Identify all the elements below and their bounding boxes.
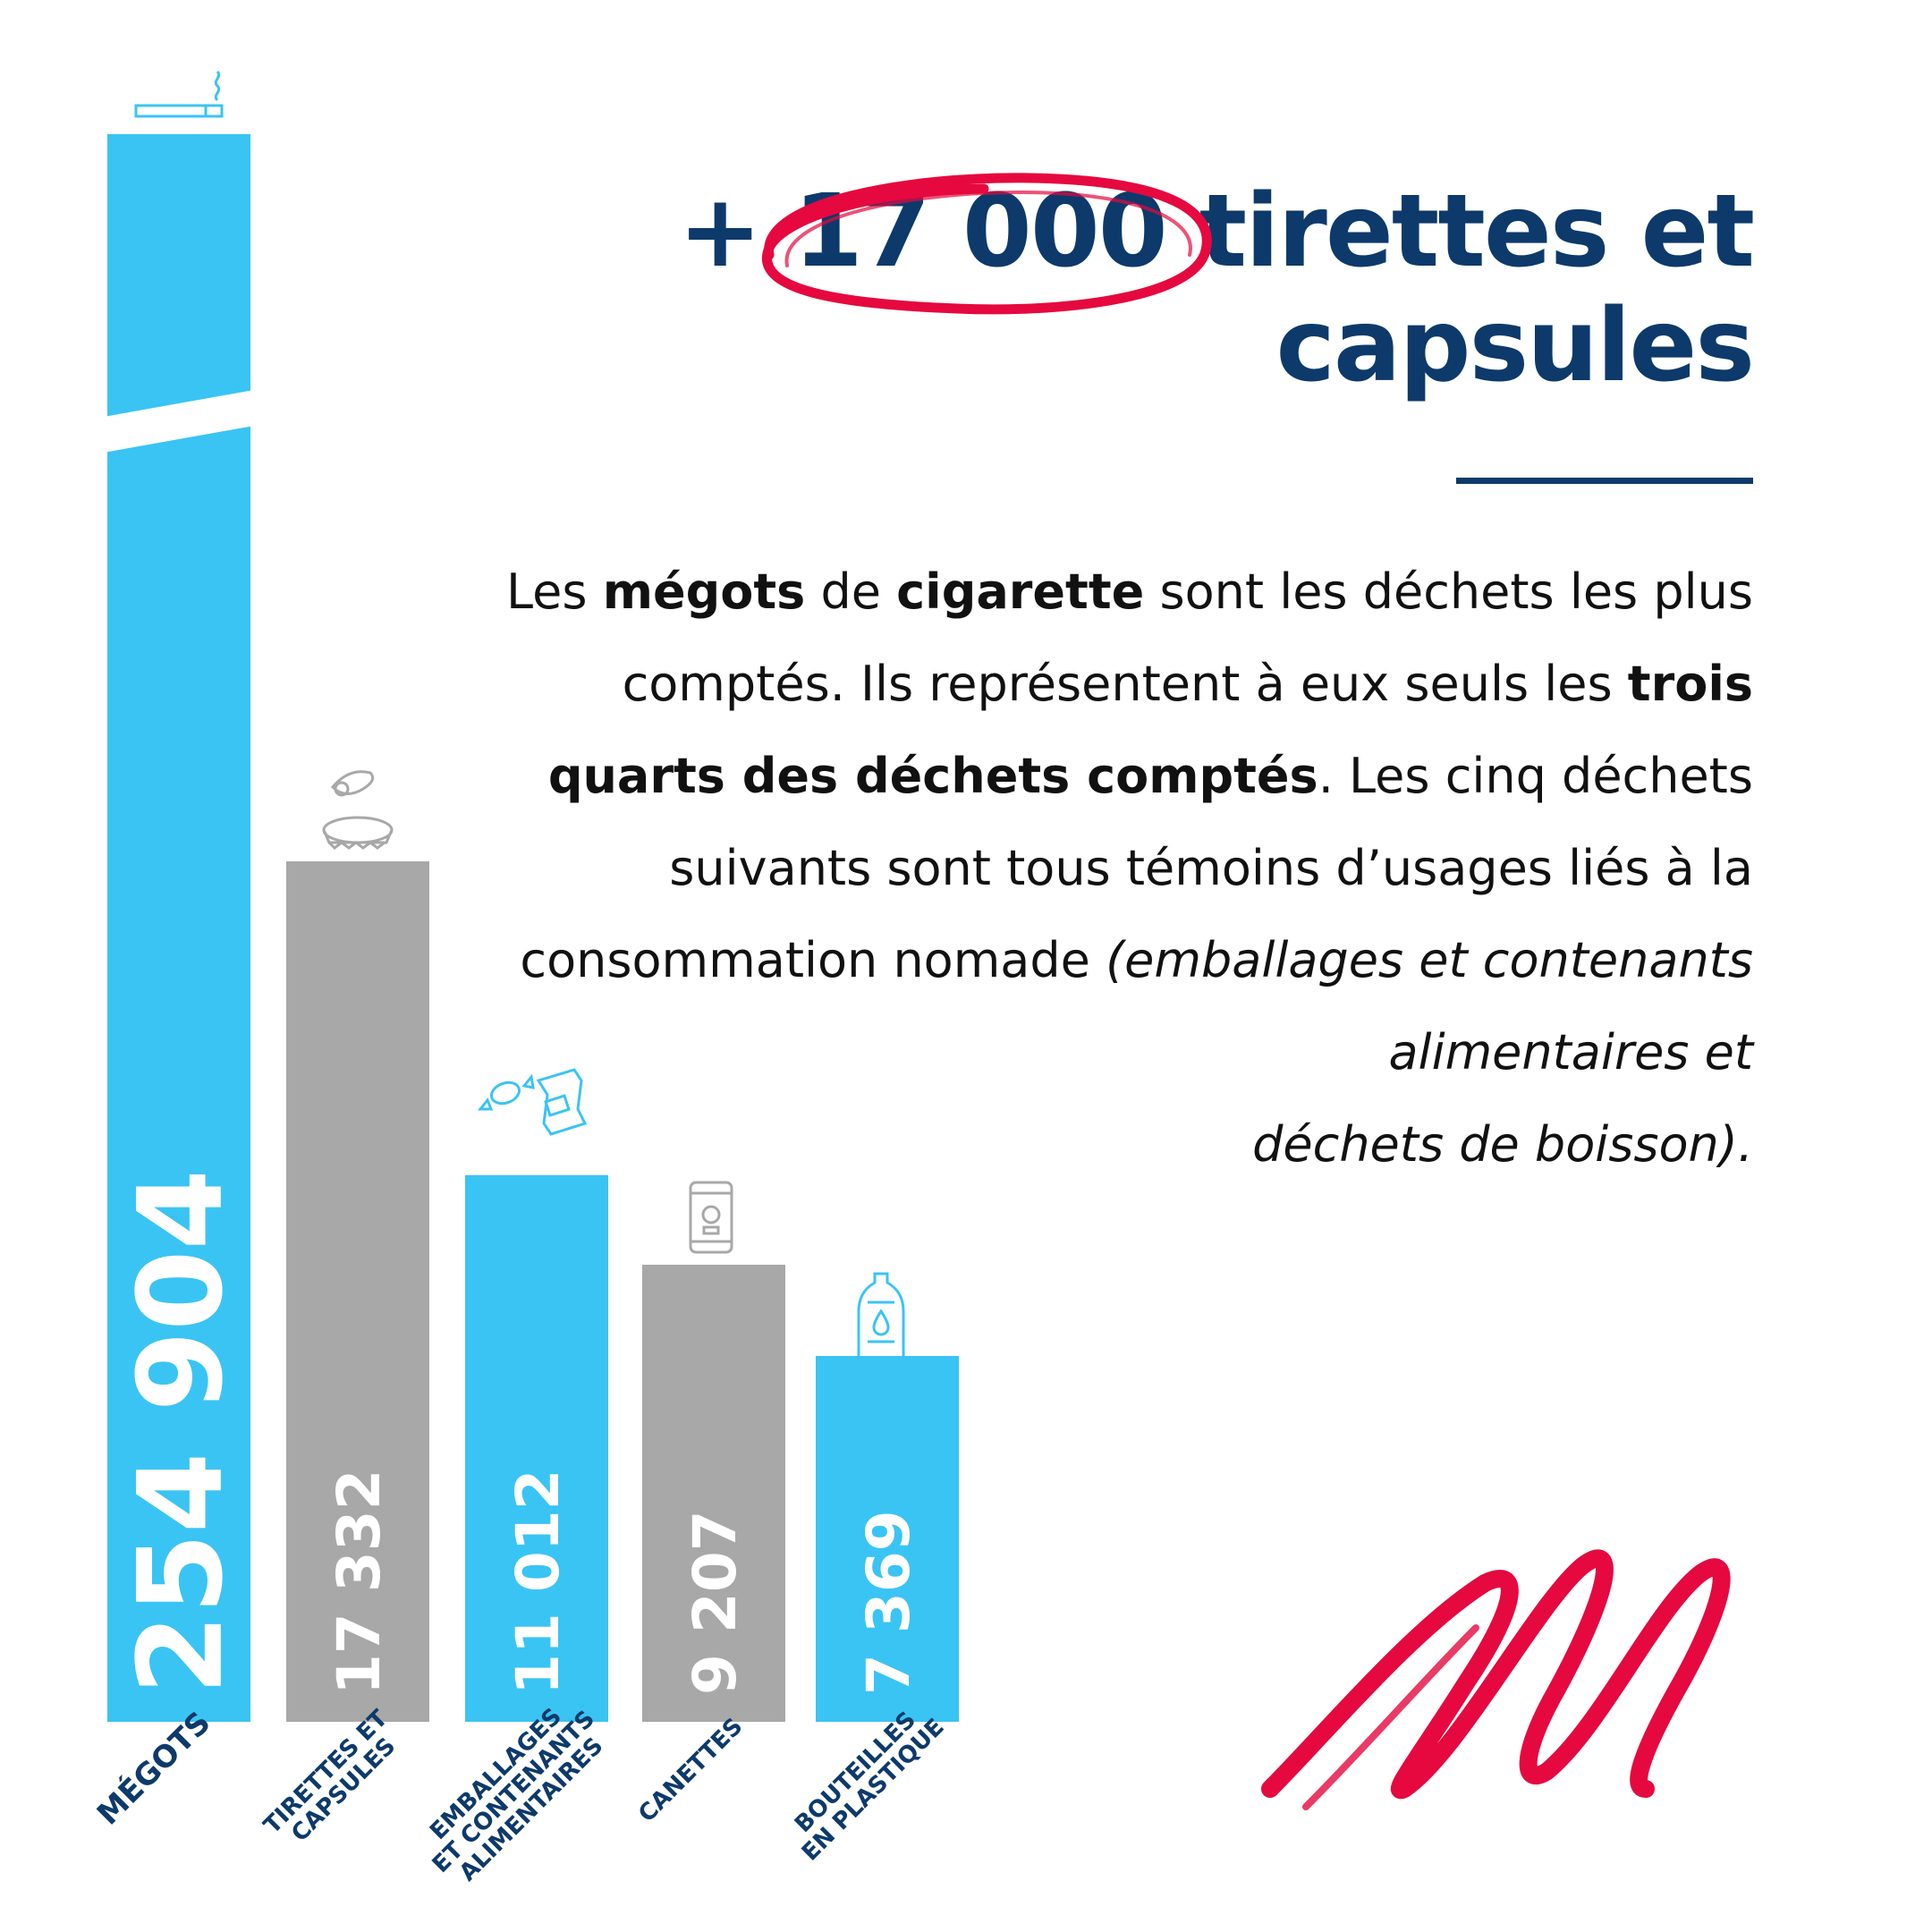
candy-and-snack-pack-icon: [477, 1068, 588, 1136]
value-label-4: 9 207: [681, 1510, 750, 1695]
bottle-icon: [857, 1272, 905, 1367]
category-label-line: CANETTES: [633, 1713, 748, 1827]
red-scribble-decoration: [1261, 1549, 1731, 1810]
category-label-1: MÉGOTS: [89, 1704, 217, 1832]
value-label-3: 11 012: [504, 1469, 572, 1695]
body-text-2: de: [805, 564, 897, 620]
body-bold-cigarette: cigarette: [896, 564, 1145, 620]
axis-break: [104, 390, 254, 453]
headline-line2: capsules: [1275, 288, 1755, 404]
category-label-4: CANETTES: [633, 1713, 748, 1827]
red-circle-annotation: [762, 173, 1212, 315]
body-paragraph: Les mégots de cigarette sont les déchets…: [447, 546, 1753, 1191]
pull-tab-and-cap-icon: [322, 770, 394, 850]
headline-line1: tirettes et: [1165, 174, 1755, 290]
bars-layer: [104, 134, 959, 1722]
body-bold-megots: mégots: [602, 564, 806, 620]
body-italic-2: déchets de boisson).: [1252, 1116, 1753, 1173]
body-text-3: sont les déchets les plus comptés. Ils r…: [622, 564, 1753, 712]
body-bold-trois-quarts: trois quarts des déchets comptés: [547, 656, 1753, 804]
body-text-4: . Les cinq déchets suivants sont tous té…: [520, 748, 1753, 988]
body-italic-1: (emballages et contenants alimentaires e…: [1106, 932, 1753, 1080]
category-label-line: MÉGOTS: [89, 1704, 217, 1832]
bar-3: [465, 1174, 608, 1722]
bar-4: [642, 1264, 785, 1722]
cigarette-icon: [134, 70, 224, 118]
icons-layer: [134, 70, 905, 1367]
category-label-line: ET CONTENANTS: [428, 1706, 600, 1878]
can-icon: [689, 1181, 733, 1254]
category-label-2: TIRETTES ETCAPSULES: [258, 1705, 411, 1857]
bar-2: [286, 861, 429, 1722]
body-text-1: Les: [506, 564, 603, 620]
value-label-5: 7 369: [854, 1510, 923, 1695]
value-label-2: 17 332: [325, 1469, 394, 1695]
divider-rule: [1456, 478, 1753, 484]
value-label-1: 254 904: [113, 1169, 249, 1695]
bar-5: [816, 1355, 959, 1722]
